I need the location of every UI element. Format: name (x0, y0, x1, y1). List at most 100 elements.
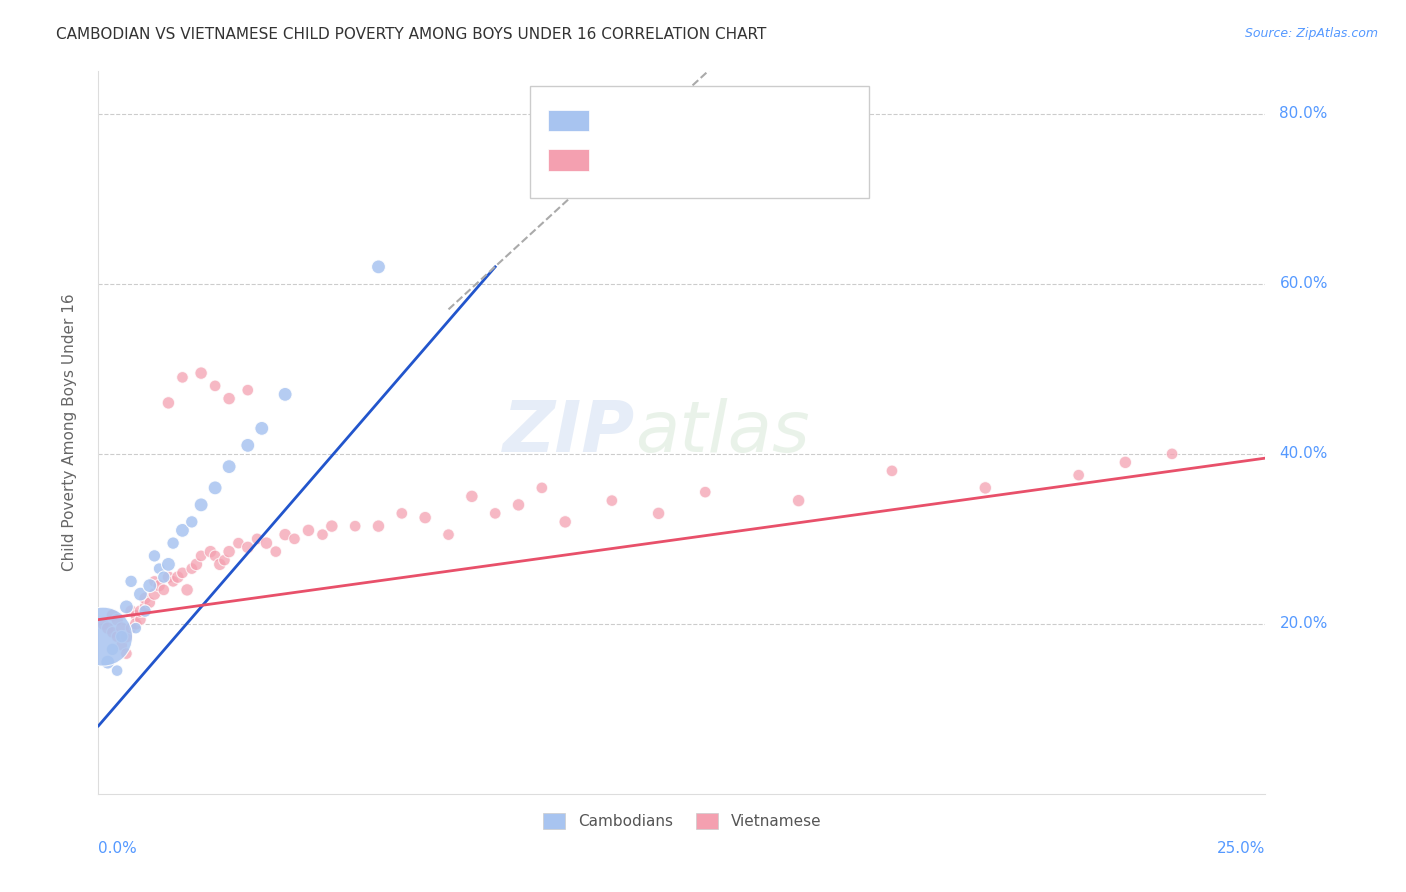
Point (391, 507, 413, 521)
Point (105, 664, 128, 678)
Text: 0.793: 0.793 (652, 113, 700, 128)
Text: R =: R = (598, 153, 631, 168)
Point (152, 582, 174, 597)
Point (97, 655, 120, 669)
Point (236, 383, 259, 397)
Point (139, 579, 162, 593)
Point (787, 493, 810, 508)
Point (190, 498, 212, 512)
Point (166, 570, 188, 584)
Legend: Cambodians, Vietnamese: Cambodians, Vietnamese (534, 805, 830, 837)
Point (97, 621, 120, 635)
Point (367, 260, 389, 274)
Text: 60.0%: 60.0% (1279, 277, 1327, 292)
Point (125, 616, 148, 631)
Point (101, 642, 124, 657)
Point (157, 396, 180, 410)
Point (91, 616, 114, 631)
Point (204, 379, 226, 393)
Point (139, 596, 162, 610)
Point (344, 519, 367, 533)
Point (321, 519, 343, 533)
Point (129, 613, 152, 627)
Point (236, 438, 259, 452)
Point (157, 558, 180, 572)
Point (120, 621, 142, 635)
Text: atlas: atlas (636, 398, 810, 467)
Point (125, 621, 148, 635)
Point (1161, 447, 1184, 461)
Point (437, 527, 460, 541)
Text: Child Poverty Among Boys Under 16: Child Poverty Among Boys Under 16 (62, 293, 77, 572)
Text: 0.329: 0.329 (652, 153, 702, 168)
Text: 40.0%: 40.0% (1279, 446, 1327, 461)
Point (508, 498, 530, 512)
Point (214, 553, 236, 567)
Point (256, 536, 278, 550)
Text: ZIP: ZIP (503, 398, 636, 467)
Point (283, 532, 305, 546)
Point (91, 630, 114, 644)
Point (311, 527, 333, 541)
Point (180, 561, 202, 575)
Point (143, 574, 166, 589)
Point (190, 549, 212, 563)
Text: 20.0%: 20.0% (1279, 616, 1327, 632)
Point (134, 599, 156, 614)
Point (111, 621, 134, 635)
Point (250, 421, 273, 435)
Point (274, 387, 297, 401)
Point (105, 630, 128, 644)
FancyBboxPatch shape (530, 86, 869, 198)
Point (101, 608, 124, 623)
Text: CAMBODIAN VS VIETNAMESE CHILD POVERTY AMONG BOYS UNDER 16 CORRELATION CHART: CAMBODIAN VS VIETNAMESE CHILD POVERTY AM… (56, 27, 766, 42)
Point (101, 625, 124, 640)
Text: 25.0%: 25.0% (1218, 840, 1265, 855)
Point (125, 608, 148, 623)
Point (695, 485, 717, 500)
Point (172, 370, 194, 384)
Point (115, 647, 138, 661)
Text: 71: 71 (782, 153, 803, 168)
Point (111, 630, 134, 644)
Point (228, 536, 250, 550)
Point (152, 570, 174, 584)
Point (974, 481, 997, 495)
Point (172, 524, 194, 538)
Text: N =: N = (728, 113, 762, 128)
Point (143, 587, 166, 601)
Bar (548, 149, 589, 171)
Point (134, 591, 156, 606)
Point (208, 558, 231, 572)
Point (148, 561, 170, 575)
Point (274, 527, 297, 541)
Point (148, 579, 170, 593)
Text: 80.0%: 80.0% (1279, 106, 1327, 121)
Text: 0.0%: 0.0% (98, 840, 138, 855)
Text: Source: ZipAtlas.com: Source: ZipAtlas.com (1244, 27, 1378, 40)
Point (530, 481, 553, 495)
Point (190, 366, 212, 380)
Point (600, 493, 623, 508)
Point (105, 613, 128, 627)
Point (1114, 455, 1136, 469)
Point (367, 519, 389, 533)
Text: R =: R = (598, 113, 631, 128)
Bar (548, 110, 589, 131)
Point (264, 544, 287, 558)
Text: N =: N = (728, 153, 762, 168)
Point (111, 638, 134, 652)
Point (200, 544, 222, 558)
Point (484, 507, 506, 521)
Point (172, 566, 194, 580)
Point (218, 459, 240, 474)
Point (115, 630, 138, 644)
Point (204, 549, 226, 563)
Point (297, 524, 319, 538)
Text: 25: 25 (782, 113, 803, 128)
Point (218, 392, 240, 406)
Point (120, 604, 142, 618)
Point (554, 515, 576, 529)
Point (180, 515, 202, 529)
Point (129, 604, 152, 618)
